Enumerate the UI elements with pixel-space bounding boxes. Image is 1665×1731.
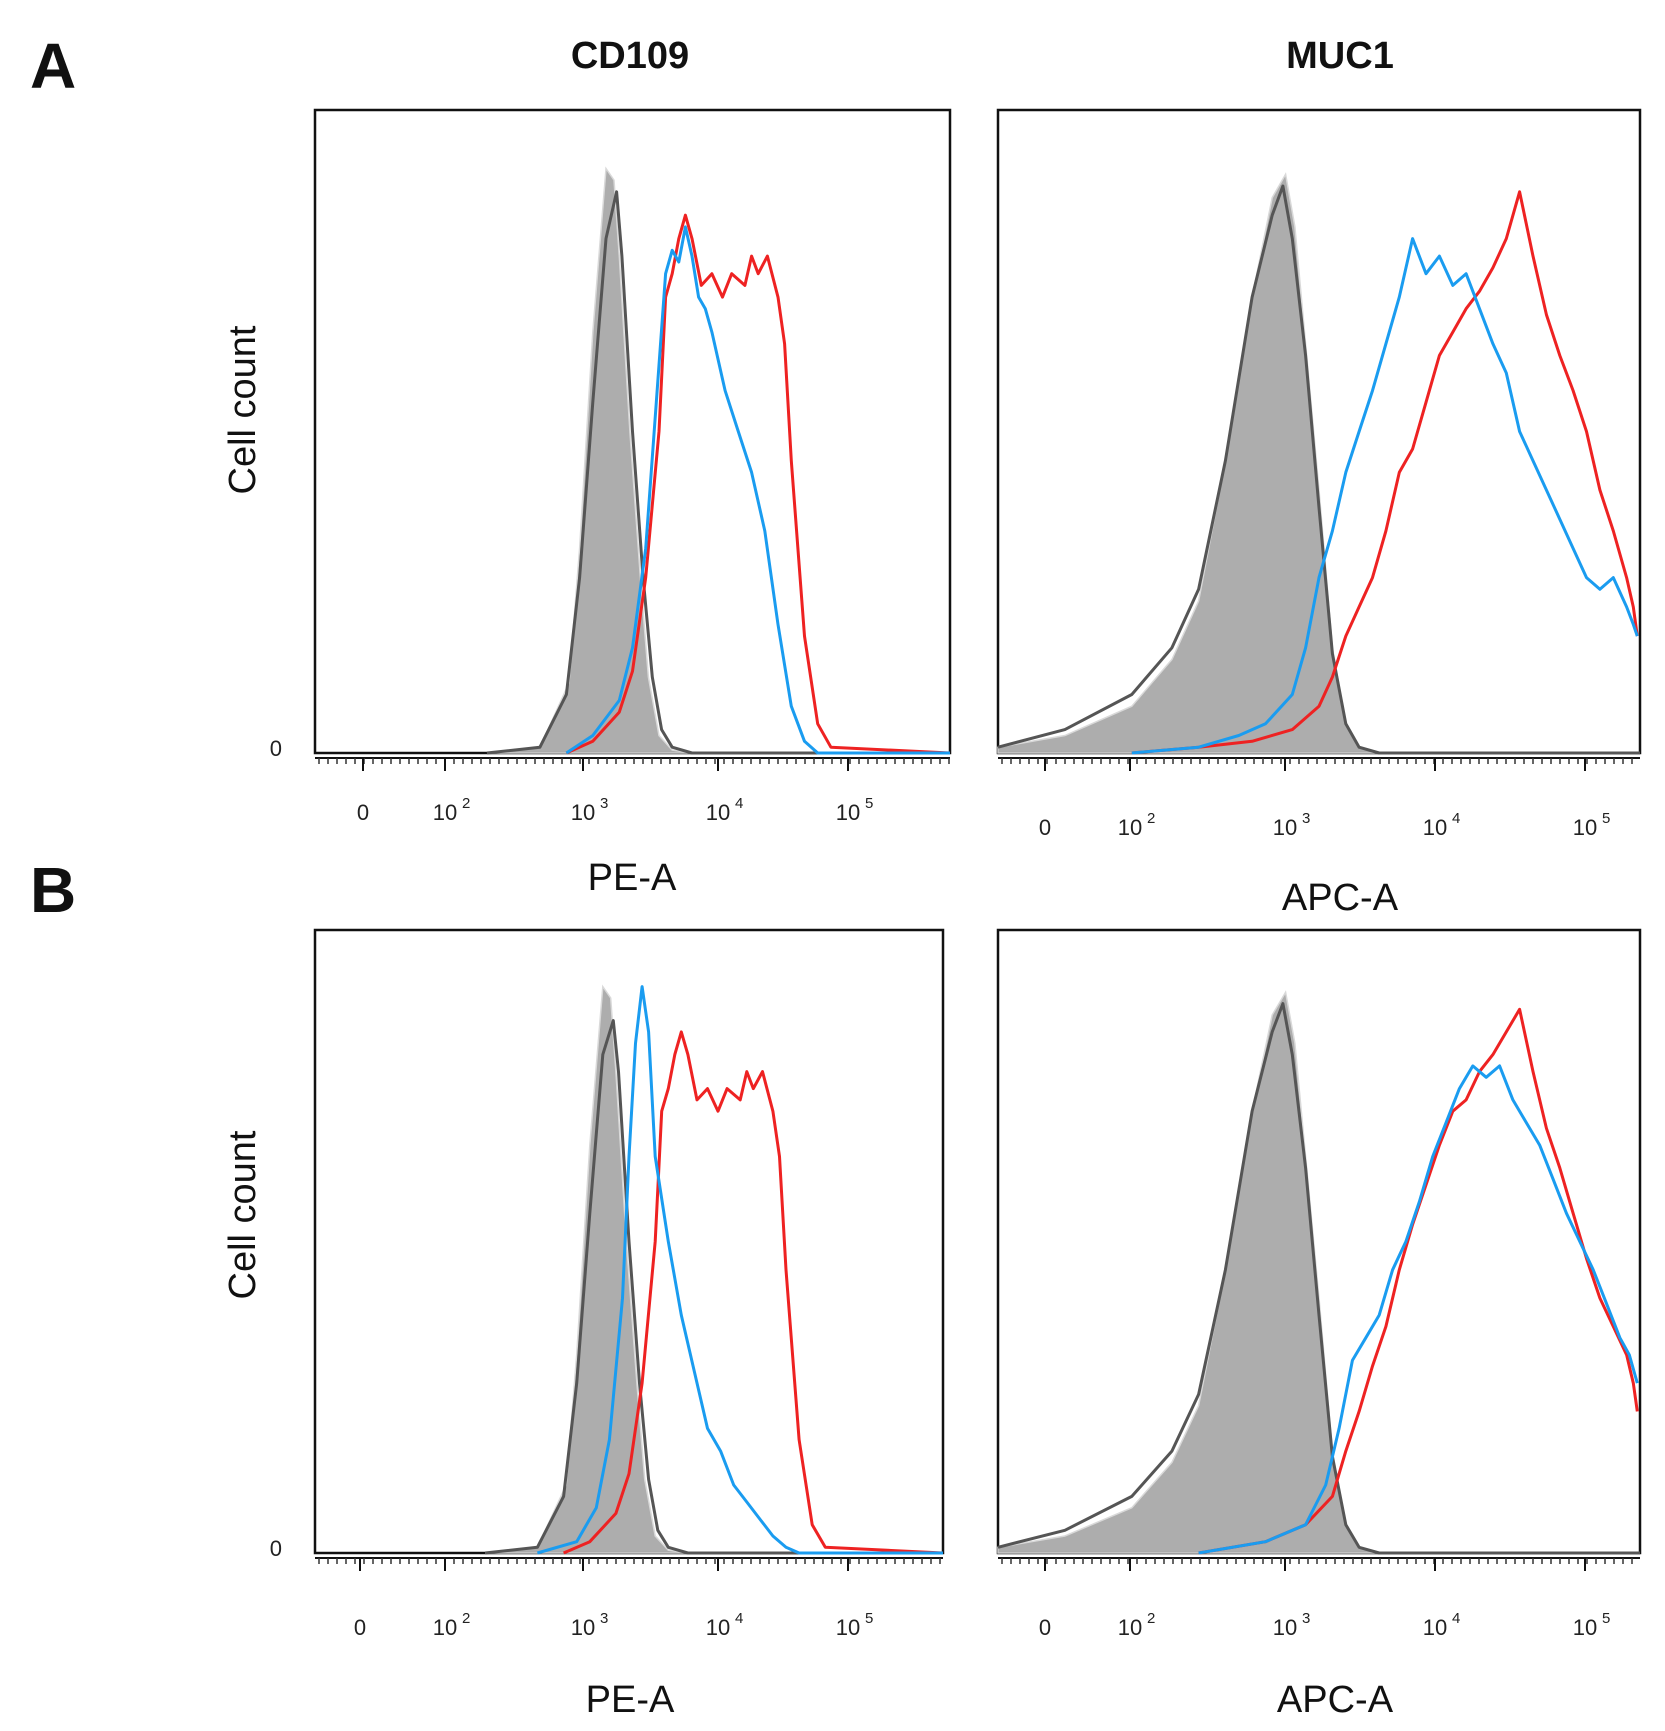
x-tick-exponent: 4 (1452, 1610, 1460, 1627)
x-tick-label: 10 (836, 1615, 860, 1640)
control-outline-curve (997, 1002, 1640, 1555)
x-tick-exponent: 3 (1302, 810, 1310, 827)
x-axis-label: PE-A (586, 1679, 675, 1721)
control-outline-curve (484, 1019, 943, 1555)
x-tick-exponent: 4 (735, 1610, 743, 1627)
x-tick-label: 0 (1039, 1615, 1051, 1640)
x-tick-label: 10 (1423, 815, 1447, 840)
panel-label-b: B (30, 854, 76, 926)
blue-histogram-curve (1198, 1064, 1639, 1555)
red-histogram-curve (1198, 1007, 1639, 1555)
x-tick-label: 10 (571, 1615, 595, 1640)
histogram-b-cd109: 0 10 2 10 3 10 4 10 5 PE-A (313, 928, 945, 1721)
x-tick-exponent: 3 (1302, 1610, 1310, 1627)
x-tick-label: 10 (1118, 1615, 1142, 1640)
red-histogram-curve (1131, 190, 1639, 755)
x-tick-label: 0 (1039, 815, 1051, 840)
x-axis-label: PE-A (588, 857, 677, 899)
x-tick-label: 10 (1573, 815, 1597, 840)
histogram-curves (486, 166, 951, 755)
x-tick-label: 10 (706, 1615, 730, 1640)
column-title-muc1: MUC1 (1286, 35, 1394, 77)
x-tick-label: 0 (354, 1615, 366, 1640)
control-outline-curve (997, 184, 1640, 755)
red-histogram-curve (563, 1030, 944, 1555)
panel-label-a: A (30, 30, 76, 102)
x-tick-exponent: 5 (865, 795, 873, 812)
x-tick-label: 10 (1273, 815, 1297, 840)
blue-histogram-curve (1131, 237, 1639, 755)
x-tick-label: 10 (1423, 1615, 1447, 1640)
x-tick-exponent: 5 (865, 1610, 873, 1627)
x-axis: 0 10 2 10 3 10 4 10 5 (998, 757, 1640, 840)
x-tick-label: 10 (836, 800, 860, 825)
x-axis: 0 10 2 10 3 10 4 10 5 (315, 1557, 943, 1640)
x-tick-exponent: 2 (1147, 1610, 1155, 1627)
x-axis-label: APC-A (1282, 877, 1399, 919)
x-tick-label: 10 (433, 800, 457, 825)
histogram-a-cd109: 0 10 2 10 3 10 4 10 5 PE-A (313, 108, 952, 899)
x-axis: 0 10 2 10 3 10 4 10 5 (315, 757, 950, 825)
x-tick-exponent: 2 (1147, 810, 1155, 827)
x-tick-label: 10 (706, 800, 730, 825)
x-tick-label: 10 (1118, 815, 1142, 840)
blue-histogram-curve (565, 225, 950, 755)
x-tick-exponent: 2 (462, 1610, 470, 1627)
histogram-b-muc1: 0 10 2 10 3 10 4 10 5 APC-A (996, 928, 1642, 1721)
x-tick-label: 10 (571, 800, 595, 825)
y-axis-label-row-b: Cell count (222, 1130, 264, 1299)
x-tick-label: 10 (433, 1615, 457, 1640)
x-tick-exponent: 4 (1452, 810, 1460, 827)
x-tick-exponent: 5 (1602, 1610, 1610, 1627)
x-tick-exponent: 3 (600, 795, 608, 812)
blue-histogram-curve (536, 985, 943, 1555)
red-histogram-curve (565, 213, 951, 755)
x-tick-label: 0 (357, 800, 369, 825)
x-tick-exponent: 2 (462, 795, 470, 812)
x-axis: 0 10 2 10 3 10 4 10 5 (998, 1557, 1640, 1640)
histogram-a-muc1: 0 10 2 10 3 10 4 10 5 APC-A (996, 108, 1642, 919)
x-tick-label: 10 (1573, 1615, 1597, 1640)
control-outline-curve (486, 190, 950, 755)
y-zero-label-row-a: 0 (270, 736, 282, 761)
column-title-cd109: CD109 (571, 35, 689, 77)
histogram-curves (484, 984, 944, 1555)
x-axis-label: APC-A (1277, 1679, 1394, 1721)
x-tick-exponent: 4 (735, 795, 743, 812)
histogram-curves (997, 990, 1640, 1555)
x-tick-exponent: 3 (600, 1610, 608, 1627)
y-axis-label-row-a: Cell count (222, 325, 264, 494)
y-zero-label-row-b: 0 (270, 1536, 282, 1561)
x-tick-label: 10 (1273, 1615, 1297, 1640)
histogram-curves (997, 172, 1640, 755)
plot-frame (996, 928, 1642, 1555)
x-tick-exponent: 5 (1602, 810, 1610, 827)
